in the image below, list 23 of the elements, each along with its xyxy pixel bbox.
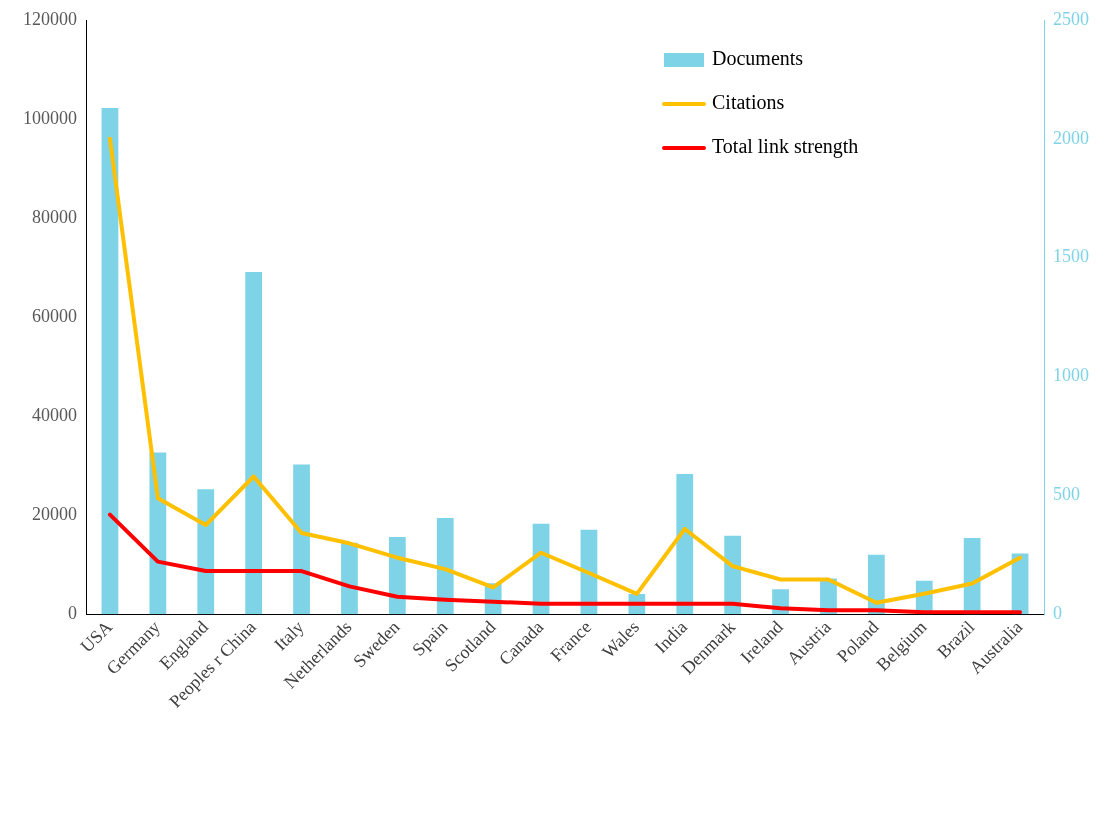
y2-tick-label: 500 xyxy=(1053,484,1080,505)
y2-tick-label: 1500 xyxy=(1053,246,1089,267)
y2-tick-label: 2500 xyxy=(1053,8,1089,29)
bar xyxy=(245,271,263,615)
y2-tick-label: 0 xyxy=(1053,602,1062,623)
bar xyxy=(676,473,694,615)
y-tick-label: 40000 xyxy=(32,404,77,425)
y-tick-label: 80000 xyxy=(32,206,77,227)
bar xyxy=(197,489,215,615)
legend-label: Total link strength xyxy=(712,135,859,159)
y-tick-label: 60000 xyxy=(32,305,77,326)
legend-label: Citations xyxy=(712,91,785,114)
bar xyxy=(341,542,358,615)
bar xyxy=(101,107,119,615)
y2-tick-label: 1000 xyxy=(1053,365,1089,386)
y2-tick-label: 2000 xyxy=(1053,127,1089,148)
y-tick-label: 20000 xyxy=(32,503,77,524)
y-tick-label: 0 xyxy=(68,602,77,623)
y-tick-label: 120000 xyxy=(23,8,77,29)
legend-label: Documents xyxy=(712,47,804,70)
y-tick-label: 100000 xyxy=(23,107,77,128)
bar xyxy=(436,517,454,615)
bar xyxy=(293,464,310,615)
